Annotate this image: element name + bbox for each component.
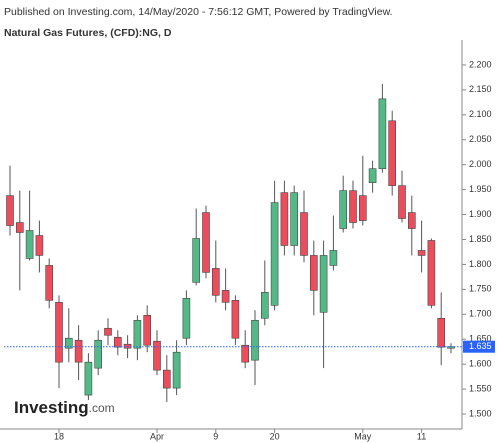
last-price-box — [463, 340, 495, 353]
x-tick-label: Apr — [150, 431, 164, 441]
candle-body — [94, 339, 102, 369]
y-tick-label: 1.950 — [469, 184, 492, 194]
candle-body — [329, 250, 338, 266]
candle-body — [114, 336, 122, 348]
candle-body — [398, 185, 406, 219]
candle-body — [192, 238, 200, 283]
candle-body — [65, 337, 73, 349]
candle-body — [319, 255, 328, 313]
x-tick-label: 18 — [54, 431, 64, 441]
candle-body — [388, 120, 397, 186]
candle-body — [25, 230, 34, 259]
candle-body — [300, 212, 308, 256]
candle-body — [231, 300, 240, 339]
candle-body — [378, 98, 387, 169]
y-tick-label: 2.050 — [469, 134, 492, 144]
candle-body — [270, 202, 279, 306]
candle-body — [251, 319, 259, 361]
logo: Investing.com — [14, 398, 115, 417]
candle-body — [349, 190, 357, 223]
candle-body — [84, 361, 93, 396]
y-tick-label: 1.750 — [469, 284, 492, 294]
y-tick-label: 1.600 — [469, 359, 492, 369]
y-tick-label: 1.900 — [469, 209, 492, 219]
x-tick-label: 11 — [417, 431, 426, 441]
candle-body — [427, 240, 436, 306]
candle-body — [172, 351, 181, 389]
y-tick-label: 1.850 — [469, 234, 492, 244]
logo-suffix: .com — [89, 401, 115, 415]
candle-body — [339, 190, 348, 229]
candle-body — [133, 319, 142, 349]
candle-body — [260, 292, 269, 319]
candle-body — [153, 340, 161, 371]
y-tick-label: 1.500 — [469, 408, 492, 418]
y-tick-label: 2.000 — [469, 159, 492, 169]
candle-body — [241, 344, 249, 363]
candle-body — [368, 168, 377, 183]
candle-body — [182, 298, 191, 339]
x-tick-label: 20 — [270, 431, 280, 441]
candle-body — [290, 192, 299, 246]
candle-body — [407, 212, 416, 229]
candle-body — [163, 369, 171, 389]
candle-body — [417, 250, 426, 256]
candle-body — [104, 327, 112, 336]
candle-body — [55, 302, 63, 363]
candle-body — [15, 222, 24, 233]
candle-body — [358, 195, 367, 221]
y-tick-label: 1.700 — [469, 309, 492, 319]
candle-body — [202, 212, 210, 273]
candle-body — [35, 235, 44, 256]
y-tick-label: 1.800 — [469, 259, 492, 269]
y-tick-label: 1.550 — [469, 383, 492, 393]
candle-body — [437, 317, 446, 348]
y-tick-label: 1.650 — [469, 334, 492, 344]
candle-body — [212, 268, 220, 296]
chart-title: Natural Gas Futures, (CFD):NG, D — [4, 27, 172, 39]
x-tick-label: 9 — [213, 431, 218, 441]
y-tick-label: 2.200 — [469, 59, 492, 69]
candle-body — [74, 339, 83, 363]
header: Published on Investing.com, 14/May/2020 … — [4, 6, 393, 18]
y-tick-label: 2.150 — [469, 84, 492, 94]
candle-body — [280, 192, 289, 246]
candle-body — [143, 314, 151, 346]
candle-body — [309, 255, 318, 291]
x-tick-label: May — [354, 431, 372, 441]
last-price-label: 1.635 — [469, 341, 492, 351]
candle-body — [45, 265, 54, 301]
logo-brand: Investing — [14, 398, 89, 417]
candle-body — [221, 290, 230, 303]
candle-body — [6, 195, 14, 226]
y-tick-label: 2.100 — [469, 109, 492, 119]
